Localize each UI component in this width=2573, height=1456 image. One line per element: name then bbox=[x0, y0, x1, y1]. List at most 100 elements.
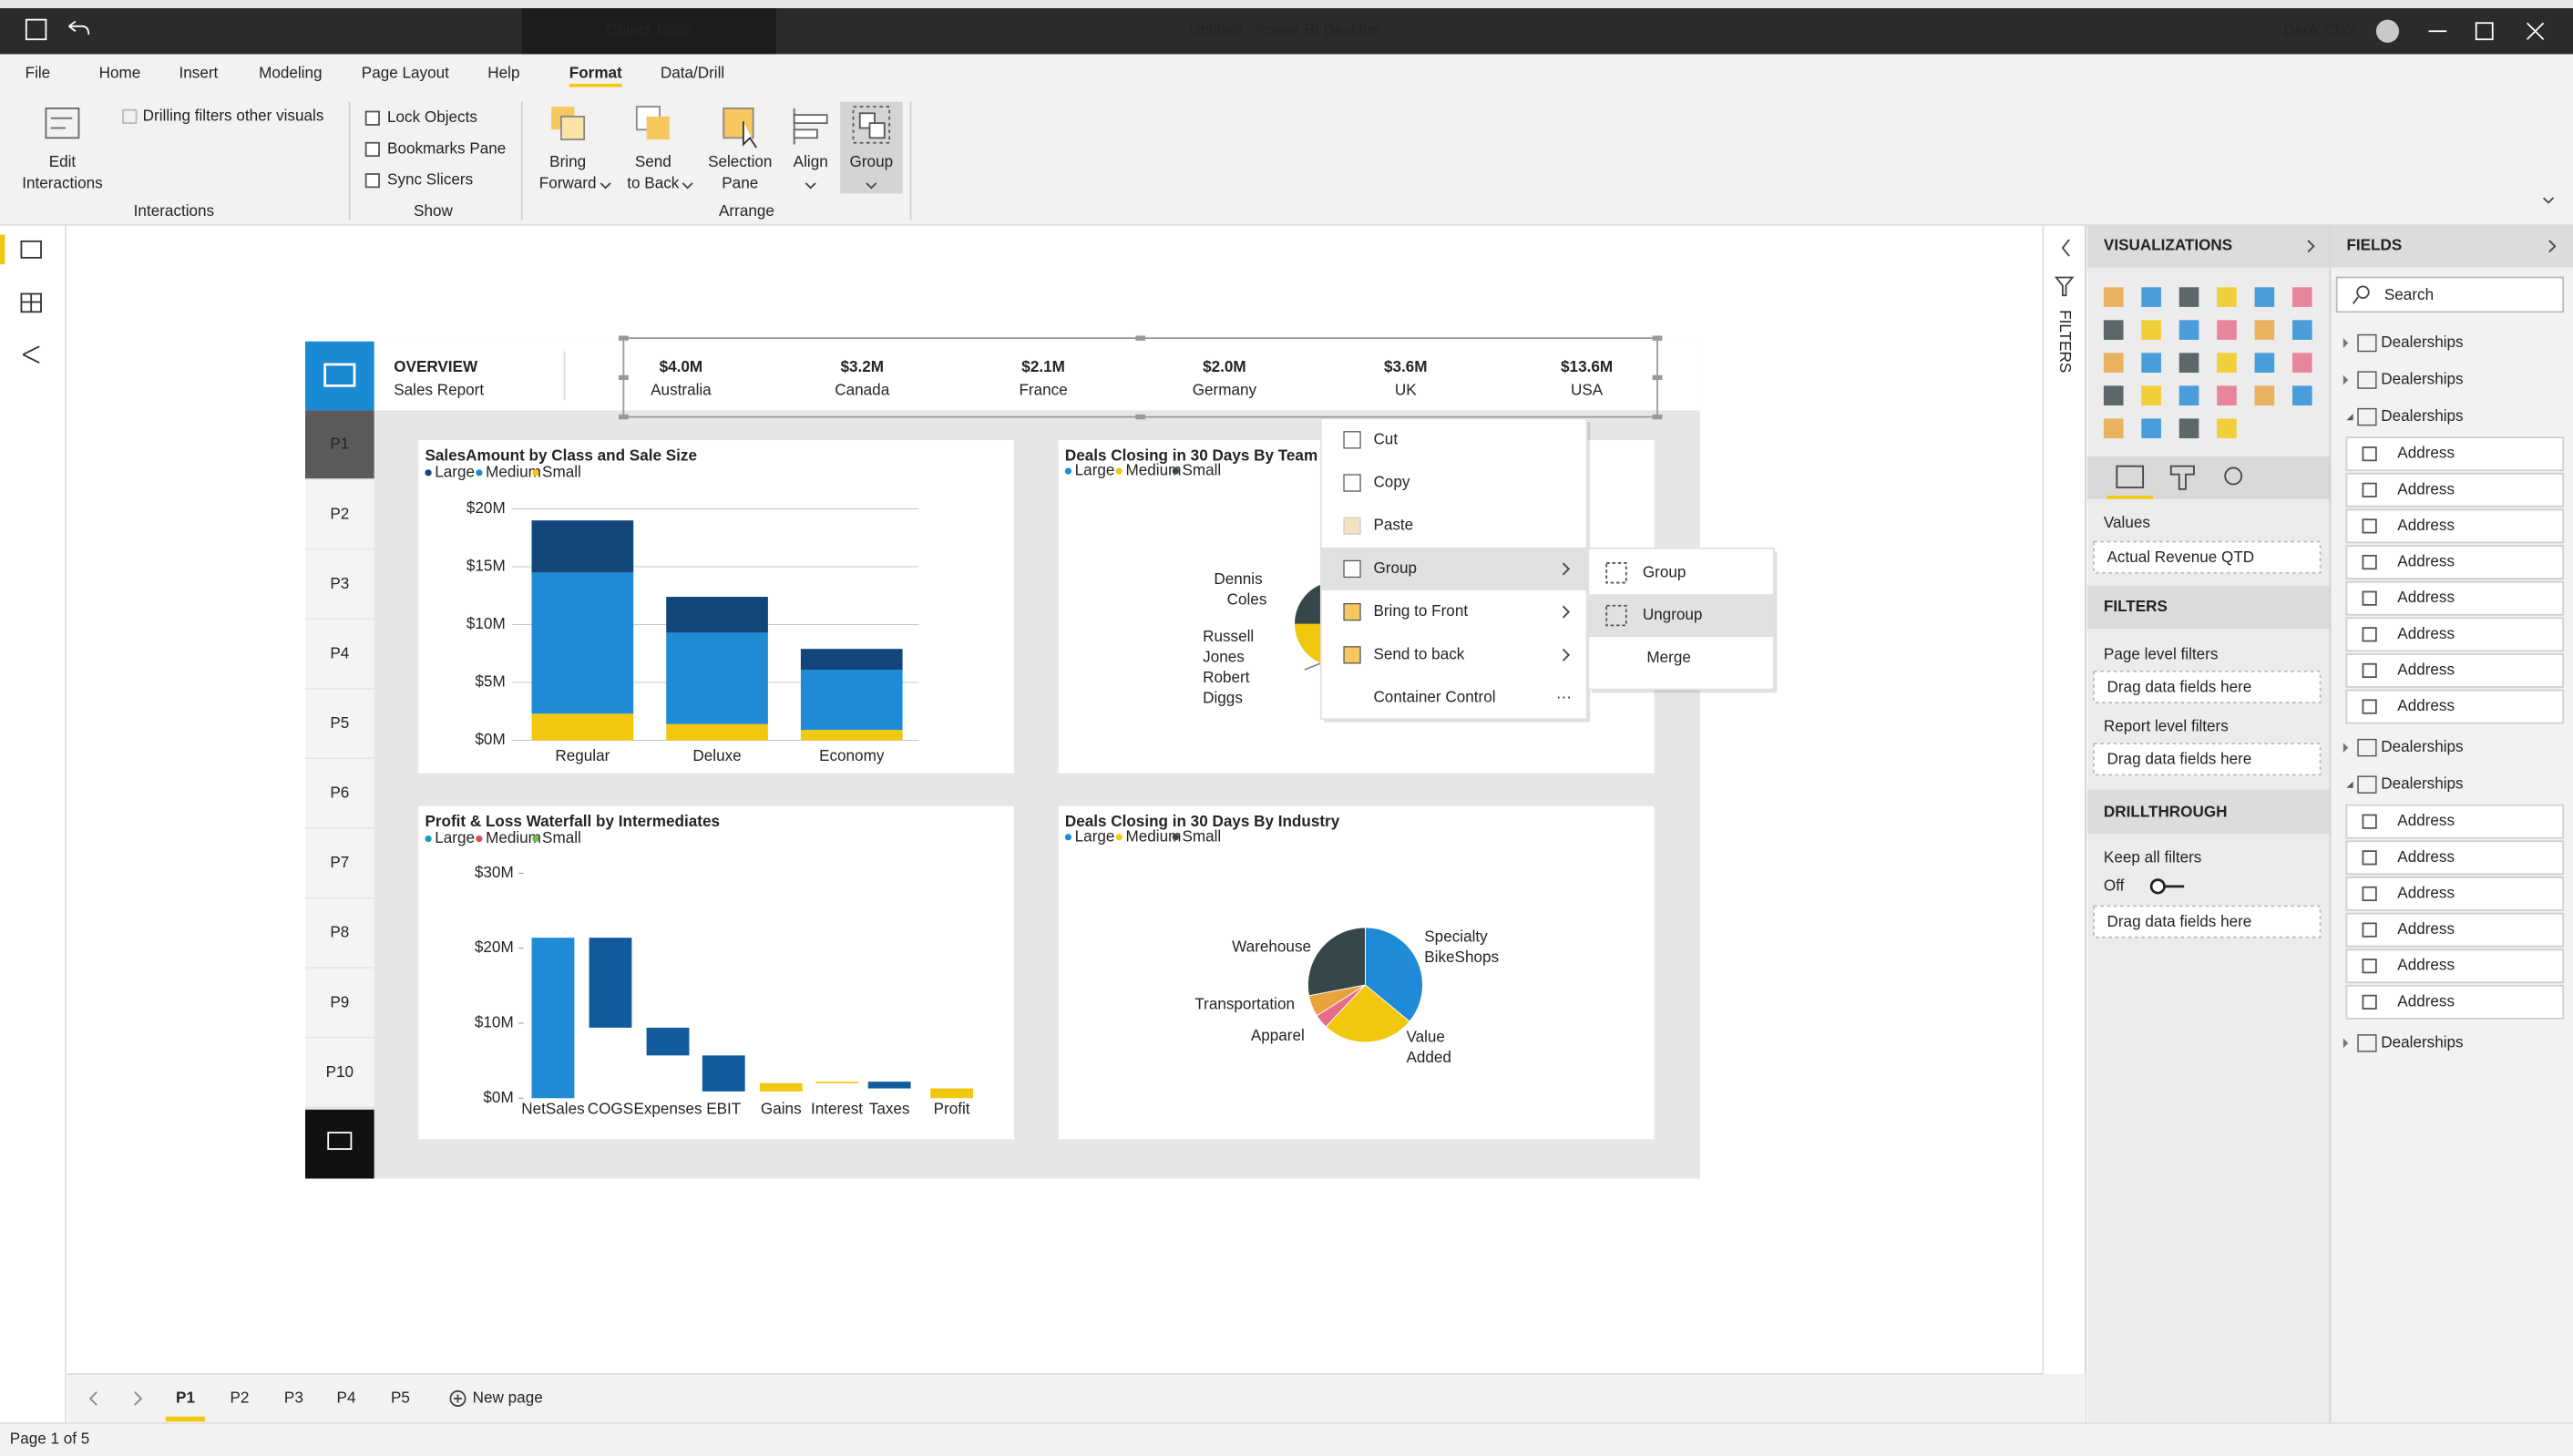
checkbox[interactable] bbox=[364, 141, 380, 158]
table-name[interactable]: Dealerships bbox=[2381, 333, 2463, 351]
visual-icon[interactable] bbox=[2103, 287, 2124, 307]
visual-icon[interactable] bbox=[2103, 385, 2124, 405]
table-name[interactable]: Dealerships bbox=[2381, 738, 2463, 755]
button-label[interactable]: Interactions bbox=[22, 174, 102, 191]
avatar[interactable] bbox=[2375, 19, 2400, 43]
field-name[interactable]: Address bbox=[2397, 992, 2455, 1010]
page-label[interactable]: P5 bbox=[330, 714, 349, 732]
page-button[interactable] bbox=[304, 968, 374, 1037]
menu-item[interactable]: Insert bbox=[179, 65, 219, 82]
page-label[interactable]: P10 bbox=[326, 1063, 354, 1081]
menu-item[interactable]: Copy bbox=[1373, 474, 1410, 491]
visual-icon[interactable] bbox=[2141, 320, 2161, 340]
undo-icon[interactable] bbox=[68, 20, 90, 35]
visual-icon[interactable] bbox=[2103, 320, 2124, 340]
visual-icon[interactable] bbox=[2217, 418, 2237, 439]
visual-icon[interactable] bbox=[2141, 353, 2161, 373]
menu-item[interactable]: Page Layout bbox=[362, 65, 449, 82]
visual-icon[interactable] bbox=[2217, 320, 2237, 340]
field-row[interactable] bbox=[2345, 472, 2565, 508]
field-row[interactable] bbox=[2345, 948, 2565, 984]
menu-item[interactable]: Bring to Front bbox=[1373, 602, 1468, 620]
page-button[interactable] bbox=[304, 479, 374, 549]
field-name[interactable]: Address bbox=[2397, 920, 2455, 938]
visual-icon[interactable] bbox=[2217, 287, 2237, 307]
checkbox[interactable] bbox=[364, 173, 380, 189]
page-button[interactable] bbox=[304, 1038, 374, 1107]
table-name[interactable]: Dealerships bbox=[2381, 407, 2463, 425]
page-label[interactable]: P2 bbox=[330, 505, 349, 522]
more-button[interactable]: ··· bbox=[1556, 689, 1572, 706]
menu-item[interactable]: Home bbox=[99, 65, 141, 82]
page-button[interactable] bbox=[304, 759, 374, 827]
field-row[interactable] bbox=[2345, 508, 2565, 544]
field-row[interactable] bbox=[2345, 877, 2565, 911]
format-tab[interactable] bbox=[2169, 465, 2195, 490]
toggle-knob[interactable] bbox=[2149, 878, 2166, 895]
button-label[interactable]: to Back bbox=[627, 174, 679, 191]
fields-tab[interactable] bbox=[2116, 465, 2145, 488]
visual-icon[interactable] bbox=[2292, 320, 2312, 340]
field-name[interactable]: Address bbox=[2397, 812, 2455, 829]
report-view-icon[interactable] bbox=[20, 240, 42, 259]
page-button[interactable] bbox=[304, 689, 374, 758]
table-name[interactable]: Dealerships bbox=[2381, 1033, 2463, 1051]
visual-icon[interactable] bbox=[2178, 385, 2199, 405]
visual-icon[interactable] bbox=[2254, 320, 2275, 340]
checkbox-label[interactable]: Sync Slicers bbox=[387, 171, 473, 189]
visual-icon[interactable] bbox=[2178, 418, 2199, 439]
button-label[interactable]: Bring bbox=[549, 153, 586, 170]
field-row[interactable] bbox=[2345, 436, 2565, 472]
field-name[interactable]: Address bbox=[2397, 517, 2455, 534]
page-label[interactable]: P7 bbox=[330, 854, 349, 871]
page-label[interactable]: P9 bbox=[330, 993, 349, 1010]
menu-item[interactable]: Send to back bbox=[1373, 645, 1464, 662]
checkbox-label[interactable]: Lock Objects bbox=[387, 108, 477, 126]
button-label[interactable]: Send bbox=[635, 153, 671, 170]
page-label[interactable]: P8 bbox=[330, 924, 349, 941]
field-row[interactable] bbox=[2345, 545, 2565, 579]
page-tab[interactable]: P5 bbox=[391, 1389, 410, 1406]
button-label[interactable]: Edit bbox=[49, 153, 77, 170]
visual-icon[interactable] bbox=[2292, 287, 2312, 307]
model-view-icon[interactable] bbox=[22, 345, 40, 364]
field-name[interactable]: Address bbox=[2397, 625, 2455, 642]
menu-item[interactable]: Paste bbox=[1373, 517, 1413, 534]
visual-icon[interactable] bbox=[2141, 287, 2161, 307]
menu-item[interactable]: Merge bbox=[1646, 649, 1690, 666]
menu-item[interactable]: Cut bbox=[1373, 430, 1398, 447]
visual-icon[interactable] bbox=[2178, 287, 2199, 307]
new-page-button[interactable]: New page bbox=[473, 1389, 543, 1406]
search-box[interactable] bbox=[2335, 276, 2565, 313]
page-button[interactable] bbox=[304, 898, 374, 968]
field-row[interactable] bbox=[2345, 653, 2565, 688]
menu-item[interactable]: Help bbox=[487, 65, 519, 82]
field-row[interactable] bbox=[2345, 912, 2565, 948]
field-name[interactable]: Address bbox=[2397, 848, 2455, 866]
prev-page[interactable] bbox=[88, 1391, 97, 1406]
page-tab[interactable]: P4 bbox=[337, 1389, 356, 1406]
table-name[interactable]: Dealerships bbox=[2381, 775, 2463, 793]
field-row[interactable] bbox=[2345, 804, 2565, 839]
field-name[interactable]: Address bbox=[2397, 957, 2455, 974]
field-name[interactable]: Address bbox=[2397, 445, 2455, 462]
visual-icon[interactable] bbox=[2292, 385, 2312, 405]
visual-icon[interactable] bbox=[2217, 353, 2237, 373]
visual-icon[interactable] bbox=[2217, 385, 2237, 405]
menu-item[interactable]: Group bbox=[1643, 563, 1686, 580]
field-name[interactable]: Address bbox=[2397, 553, 2455, 570]
visual-icon[interactable] bbox=[2141, 385, 2161, 405]
visual-icon[interactable] bbox=[2178, 353, 2199, 373]
checkbox-label[interactable]: Bookmarks Pane bbox=[387, 139, 506, 157]
visual-icon[interactable] bbox=[2103, 418, 2124, 439]
button-label[interactable]: Group bbox=[850, 153, 894, 170]
visual-icon[interactable] bbox=[2254, 385, 2275, 405]
menu-item[interactable]: Modeling bbox=[259, 65, 322, 82]
menu-item[interactable]: File bbox=[26, 65, 51, 82]
field-name[interactable]: Address bbox=[2397, 661, 2455, 678]
field-row[interactable] bbox=[2345, 580, 2565, 616]
page-label[interactable]: P1 bbox=[330, 436, 349, 453]
menu-item[interactable]: Container Control bbox=[1373, 689, 1495, 706]
visual-icon[interactable] bbox=[2292, 353, 2312, 373]
field-name[interactable]: Address bbox=[2397, 480, 2455, 497]
